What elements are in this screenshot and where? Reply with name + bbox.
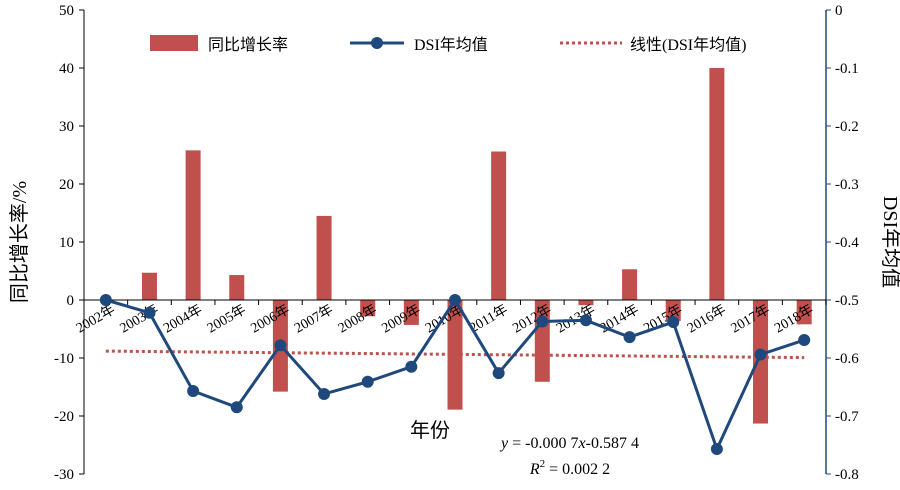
bar-5 [316,215,332,300]
y-right-tick-label-8: -0.8 [835,467,859,483]
y-right-tick-label-0: 0 [835,3,843,19]
dsi-point-2 [187,385,200,398]
y-right-tick-label-6: -0.6 [835,351,859,367]
x-tick-label-1: 2003年 [117,302,161,337]
equation-y-var: y [499,435,509,452]
dsi-point-4 [274,339,287,352]
y-right-tick-label-7: -0.7 [835,409,859,425]
bar-series [141,68,812,424]
legend-bar-label: 同比增长率 [208,36,288,54]
x-axis-title: 年份 [410,419,450,442]
r-squared-sup: 2 [540,458,546,470]
bar-6 [360,300,376,317]
bar-3 [229,275,245,300]
y-right-tick-label-3: -0.3 [835,177,859,193]
dsi-point-3 [230,401,243,414]
trend-equation: y = -0.000 7x-0.587 4 [499,435,639,452]
dsi-point-10 [536,315,549,328]
y-left-tick-label-4: 10 [59,235,74,251]
y-right-axis-title: DSI年均值 [879,196,900,288]
y-left-axis-title: 同比增长率/% [8,181,31,303]
legend-line-marker [371,37,383,49]
legend-item-line: DSI年均值 [350,36,488,54]
legend-line-label: DSI年均值 [414,36,488,54]
dsi-point-6 [361,375,374,388]
bar-7 [403,300,419,325]
equation-intercept: -0.587 4 [586,435,639,452]
bar-15 [753,300,769,424]
x-tick-label-6: 2008年 [335,302,379,337]
y-left-tick-label-5: 0 [67,293,75,309]
x-tick-label-0: 2002年 [73,302,117,337]
equation-x-var: x [578,435,586,452]
dsi-point-12 [623,331,636,344]
y-left-tick-label-2: 30 [59,119,74,135]
y-left-tick-label-3: 20 [59,177,74,193]
bar-2 [185,150,201,300]
dsi-point-14 [710,443,723,456]
bar-1 [141,272,157,300]
dsi-point-11 [579,314,592,327]
bar-14 [709,68,725,300]
x-tick-label-12: 2014年 [597,302,641,337]
y-left-tick-label-6: -10 [54,351,74,367]
legend-item-trend: 线性(DSI年均值) [560,36,746,54]
legend-bar-swatch [150,35,198,51]
dsi-point-7 [405,360,418,373]
dsi-point-1 [143,306,156,319]
x-tick-label-7: 2009年 [379,302,423,337]
dsi-point-9 [492,367,505,380]
bar-11 [578,300,594,306]
y-left-tick-label-1: 40 [59,61,74,77]
y-right-tick-label-4: -0.4 [835,235,859,251]
equation-part: = -0.000 7 [508,435,578,452]
x-tick-label-5: 2007年 [292,302,336,337]
dsi-point-13 [667,316,680,329]
legend-trend-label: 线性(DSI年均值) [630,36,746,54]
dsi-point-8 [449,294,461,306]
bar-9 [491,151,507,300]
dsi-point-5 [318,387,331,400]
x-tick-label-16: 2018年 [772,302,816,337]
y-left-tick-label-8: -30 [54,467,74,483]
y-left-tick-label-7: -20 [54,409,74,425]
bar-13 [665,300,681,321]
legend: 同比增长率 DSI年均值 线性(DSI年均值) [150,35,746,54]
r-squared-var: R [529,461,540,478]
y-right-tick-label-5: -0.5 [835,293,859,309]
x-tick-label-3: 2005年 [204,302,248,337]
y-left-tick-label-0: 50 [59,3,74,19]
bar-12 [622,269,638,300]
dsi-point-0 [99,294,112,306]
y-right-tick-label-2: -0.2 [835,119,859,135]
legend-item-bar: 同比增长率 [150,35,288,54]
dsi-point-15 [754,348,767,361]
bar-16 [796,300,812,325]
x-tick-label-14: 2016年 [685,302,729,337]
r-squared-value: = 0.002 2 [545,461,610,478]
trend-r-squared: R2 = 0.002 2 [529,458,610,478]
dsi-point-16 [798,334,811,347]
y-right-tick-label-1: -0.1 [835,61,859,77]
trend-line [105,349,805,360]
x-tick-label-2: 2004年 [161,302,205,337]
